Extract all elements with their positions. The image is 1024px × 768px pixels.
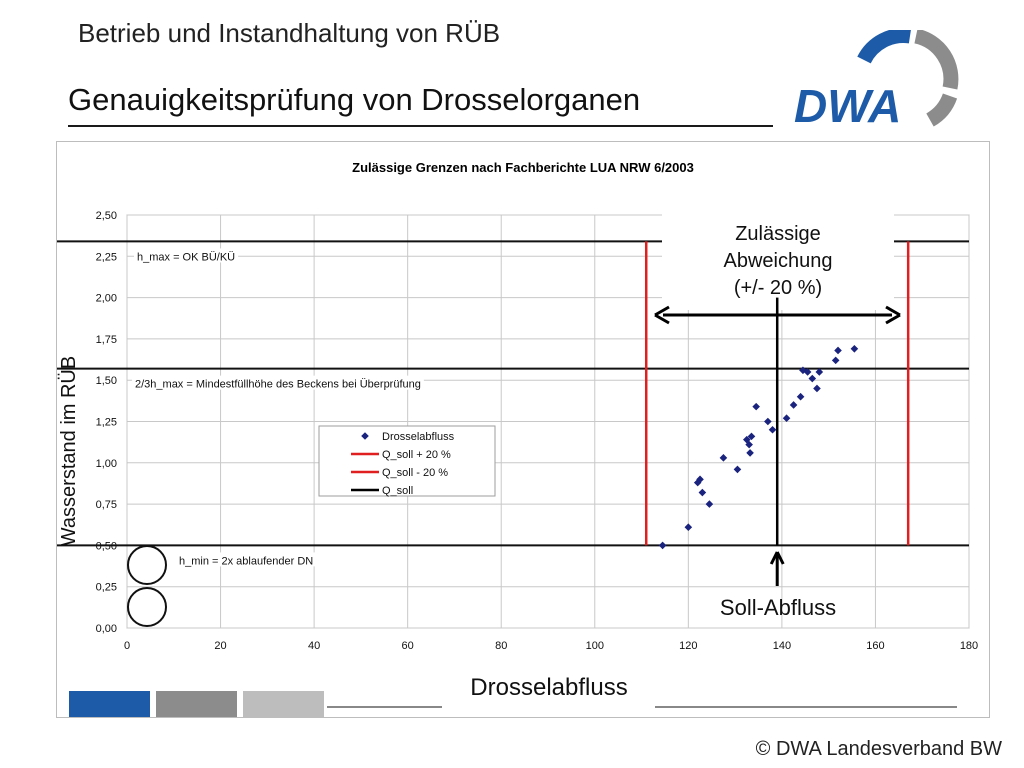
data-point	[782, 414, 791, 422]
data-point	[768, 425, 777, 434]
reference-line-label: h_max = OK BÜ/KÜ	[137, 251, 235, 263]
slide-supertitle: Betrieb und Instandhaltung von RÜB	[78, 18, 501, 48]
y-tick-label: 2,25	[96, 251, 117, 263]
x-axis-label: Drosselabfluss	[470, 674, 627, 701]
soll-abfluss-arrow	[769, 551, 785, 586]
logo-text: DWA	[794, 80, 901, 128]
x-tick-label: 20	[214, 640, 226, 652]
data-point	[850, 345, 859, 353]
y-tick-label: 2,00	[96, 293, 117, 305]
legend-marker	[361, 432, 369, 440]
data-point	[743, 435, 751, 444]
x-tick-label: 120	[679, 640, 697, 652]
legend-label: Q_soll	[382, 485, 413, 497]
y-tick-label: 1,25	[96, 417, 117, 429]
bottom-bar	[156, 691, 237, 717]
reference-label-bg	[132, 375, 424, 390]
data-point	[789, 401, 798, 409]
x-tick-label: 80	[495, 640, 507, 652]
data-point	[733, 465, 742, 474]
reference-label-bg	[134, 248, 239, 263]
x-tick-label: 40	[308, 640, 320, 652]
x-tick-label: 100	[586, 640, 604, 652]
x-tick-label: 160	[866, 640, 884, 652]
deviation-arrow-head-left	[654, 305, 670, 325]
data-point	[746, 449, 754, 457]
data-point	[808, 374, 817, 383]
bottom-color-bars	[69, 691, 957, 717]
y-tick-label: 1,00	[96, 458, 117, 470]
x-tick-label: 140	[773, 640, 791, 652]
reference-label-bg	[176, 552, 317, 567]
legend-label: Q_soll - 20 %	[382, 467, 448, 479]
data-point	[796, 392, 805, 401]
footer-copyright: © DWA Landesverband BW	[755, 738, 1002, 760]
y-tick-label: 1,75	[96, 334, 117, 346]
logo-arc-blue	[857, 30, 911, 64]
x-tick-label: 0	[124, 640, 130, 652]
y-tick-label: 0,25	[96, 582, 117, 594]
data-point	[747, 432, 756, 441]
bottom-bar	[69, 691, 150, 717]
deviation-label-line-1: Zulässige	[735, 223, 821, 245]
data-point	[764, 417, 772, 426]
slide-title: Genauigkeitsprüfung von Drosselorganen	[68, 82, 641, 117]
data-point	[815, 368, 824, 376]
data-point	[803, 368, 812, 376]
y-axis-label: Wasserstand im RÜB	[58, 356, 80, 546]
deviation-label-line-2: Abweichung	[724, 250, 833, 272]
data-point	[719, 454, 728, 462]
reference-line-label: h_min = 2x ablaufender DN	[179, 555, 313, 567]
data-point	[752, 402, 760, 411]
bottom-bar	[243, 691, 324, 717]
chart: 0 20 40 60 80 100 120 140 160 180 0,00 0,25 0,50 0,75…	[57, 160, 978, 717]
title-underline	[68, 125, 773, 127]
data-point	[831, 356, 840, 365]
y-tick-label: 0,50	[96, 540, 117, 552]
data-point	[658, 541, 667, 550]
data-point	[813, 384, 821, 393]
logo-arc-gray	[914, 30, 959, 90]
legend: Drosselabfluss Q_soll + 20 % Q_soll - 20 %…	[318, 425, 496, 497]
data-point	[705, 500, 714, 508]
data-point	[698, 488, 707, 497]
data-point	[696, 475, 704, 484]
deviation-label-line-3: (+/- 20 %)	[734, 277, 822, 299]
y-tick-label: 0,75	[96, 499, 117, 511]
soll-arrow-head	[769, 551, 785, 565]
chart-frame: 0 20 40 60 80 100 120 140 160 180 0,00 0,25 0,50 0,75…	[56, 141, 990, 718]
data-point	[684, 523, 693, 532]
pipe-circle-upper	[127, 545, 167, 585]
deviation-arrow	[654, 297, 901, 325]
y-tick-label: 2,50	[96, 210, 117, 222]
deviation-label-bg	[662, 214, 894, 310]
pipe-circle-lower	[127, 587, 167, 627]
soll-abfluss-label: Soll-Abfluss	[720, 595, 836, 620]
x-tick-label: 60	[402, 640, 414, 652]
y-tick-label: 1,50	[96, 375, 117, 387]
x-axis-label-bg	[447, 667, 647, 707]
reference-line-label: 2/3h_max = Mindestfüllhöhe des Beckens b…	[135, 379, 421, 391]
dwa-logo: DWA	[794, 30, 959, 128]
data-point	[745, 440, 753, 449]
y-tick-label: 0,00	[96, 623, 117, 635]
chart-title: Zulässige Grenzen nach Fachberichte LUA …	[352, 160, 694, 175]
logo-arc-gray-lower	[925, 93, 958, 127]
legend-box	[318, 425, 496, 497]
legend-label: Drosselabfluss	[382, 431, 455, 443]
data-point	[834, 346, 842, 355]
deviation-arrow-head-right	[885, 305, 901, 325]
legend-label: Q_soll + 20 %	[382, 449, 451, 461]
x-tick-label: 180	[960, 640, 978, 652]
